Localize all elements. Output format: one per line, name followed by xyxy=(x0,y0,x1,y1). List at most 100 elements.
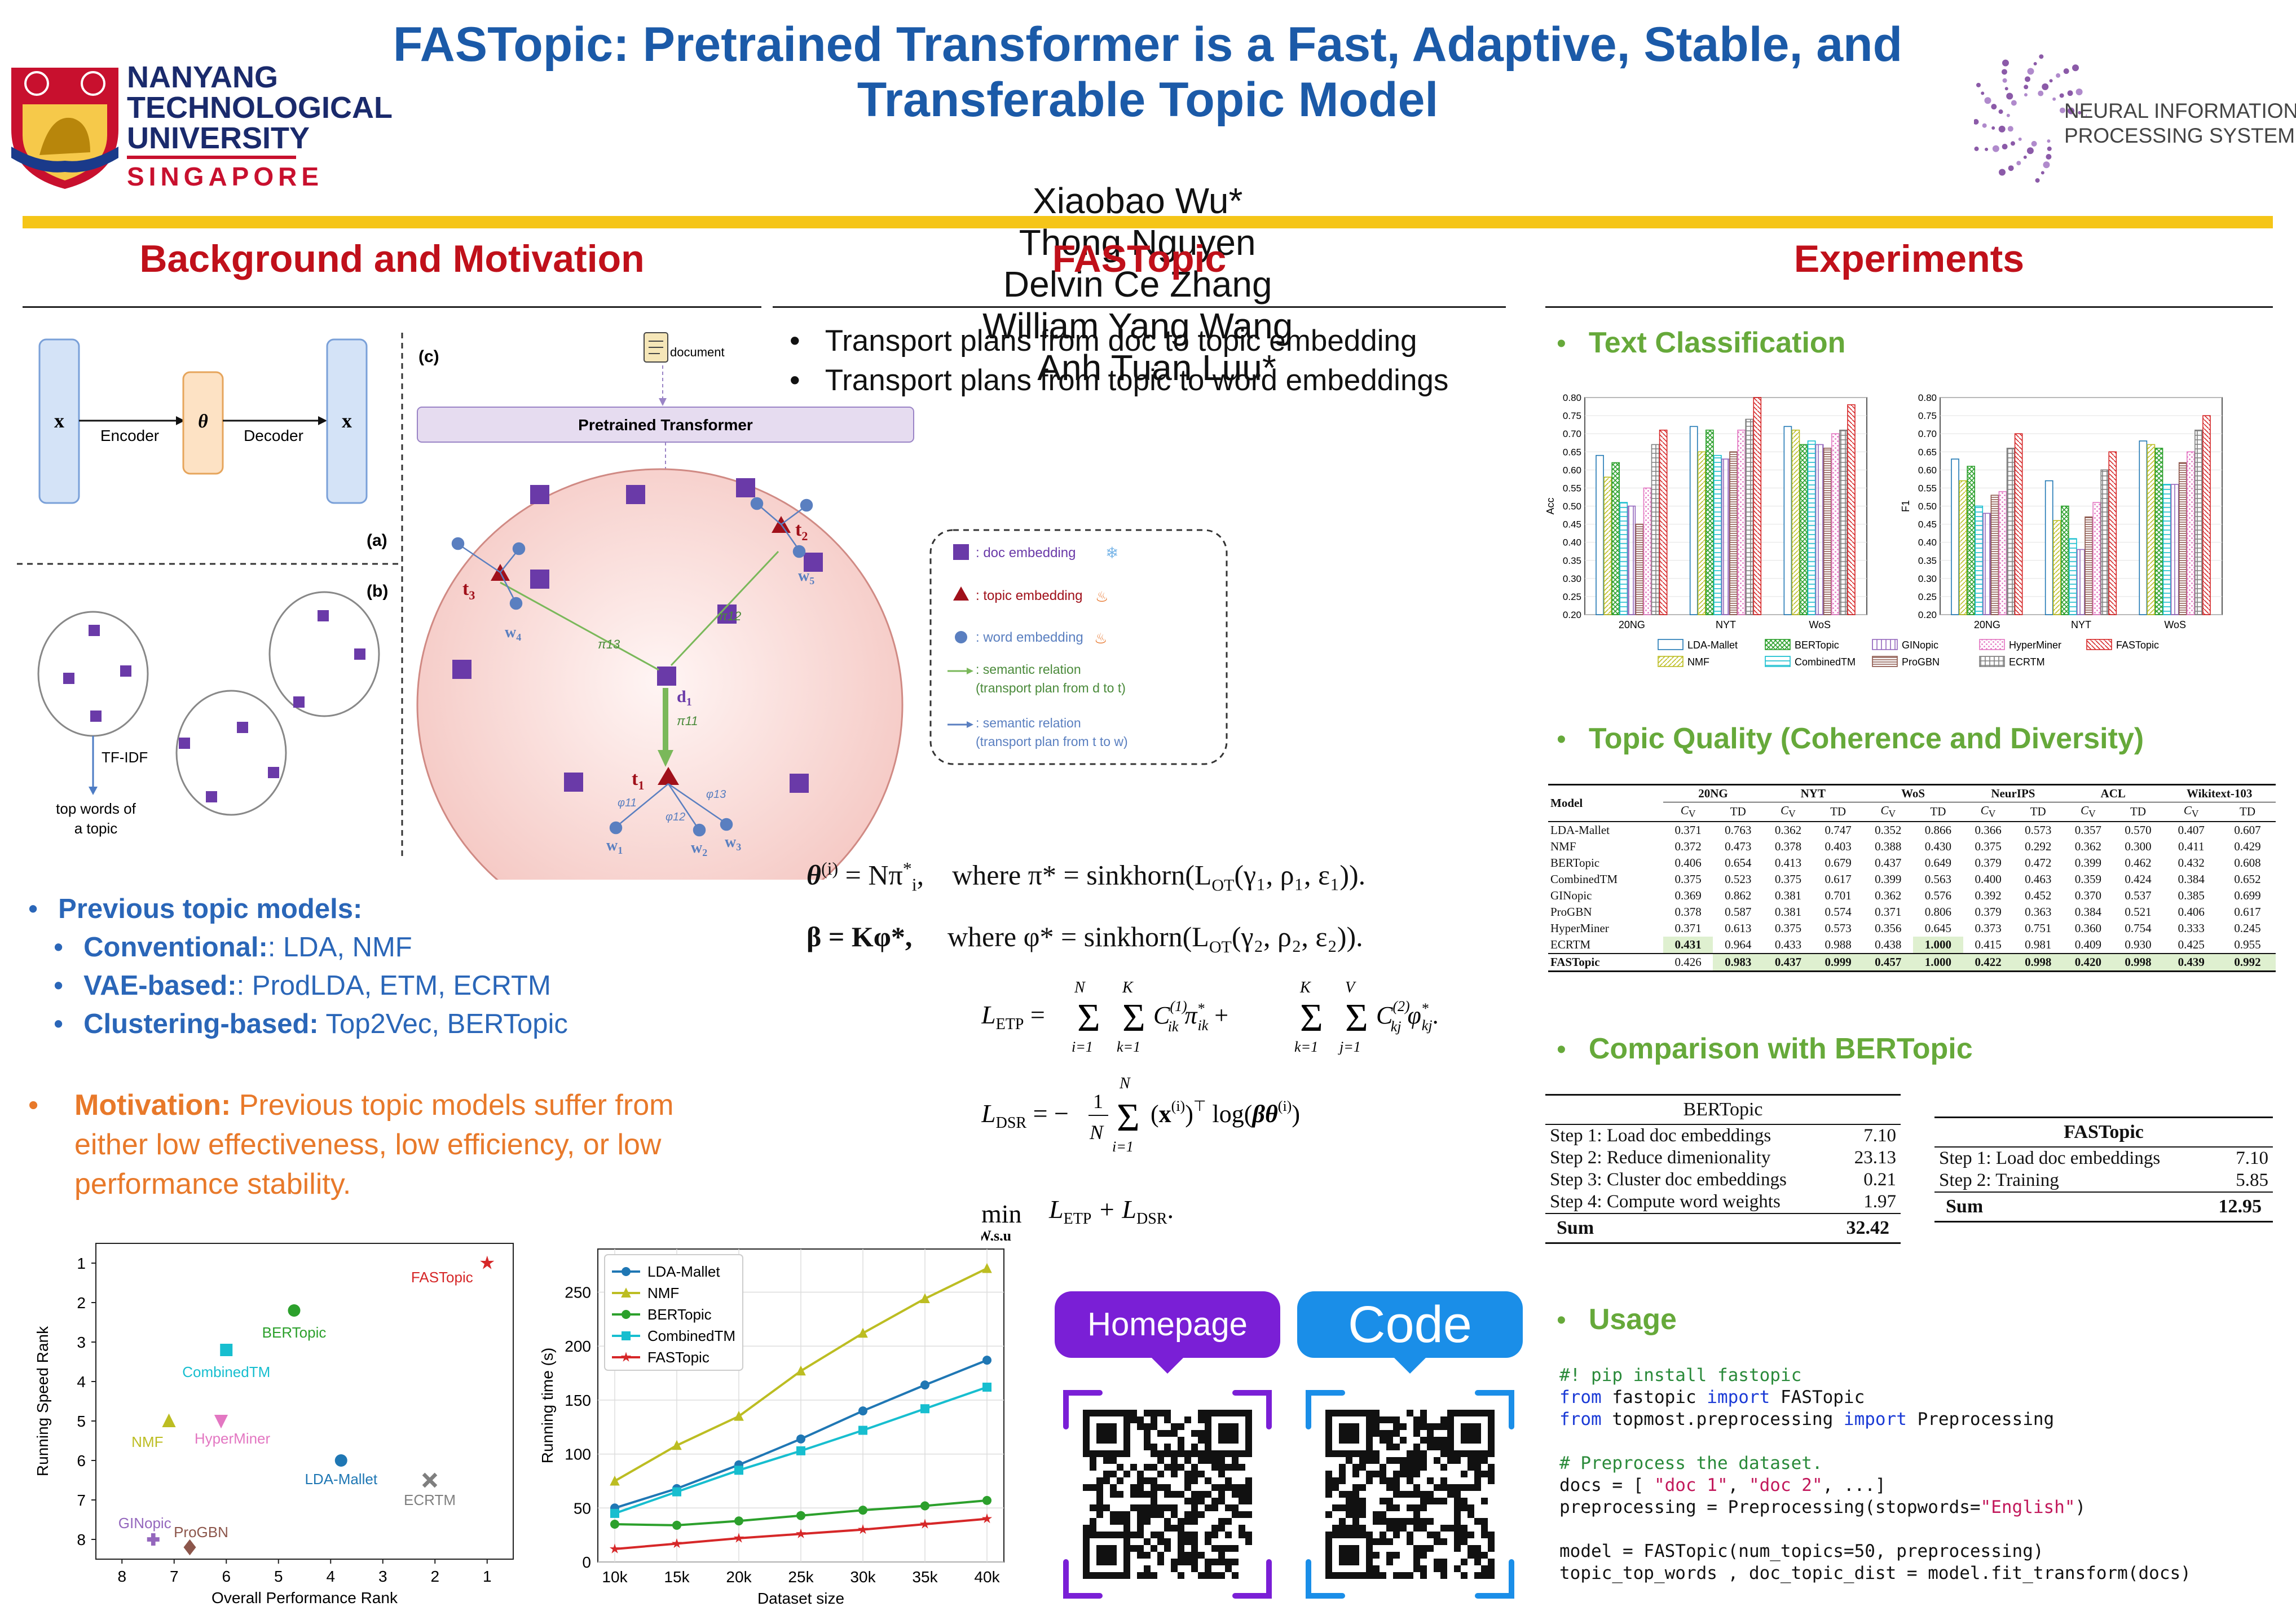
qr-module xyxy=(1434,1559,1440,1565)
point-label: ECRTM xyxy=(404,1491,456,1508)
qr-module xyxy=(1184,1552,1191,1559)
qr-module xyxy=(1386,1416,1393,1423)
qr-module xyxy=(1373,1410,1380,1416)
qr-module xyxy=(1232,1559,1239,1565)
homepage-qr-code[interactable] xyxy=(1055,1382,1280,1607)
qr-module xyxy=(1205,1538,1211,1545)
table-row: BERTopic 0.406 0.654 0.413 0.679 0.437 0.649 0.… xyxy=(1548,855,2276,871)
previous-models-list: • Previous topic models: • Conventional:: … xyxy=(28,894,568,1039)
table-row: Step 4: Compute word weights 1.97 xyxy=(1545,1191,1901,1213)
qr-module xyxy=(1096,1484,1103,1491)
bullet-item: • Transport plans from topic to word emb… xyxy=(790,364,1449,397)
table-cell: 0.362 xyxy=(1774,823,1802,837)
code-button[interactable]: Code xyxy=(1297,1291,1523,1358)
table-cell: 0.654 xyxy=(1725,856,1752,870)
logo-dot xyxy=(2002,59,2009,67)
legend-label: BERTopic xyxy=(1795,639,1839,651)
code-qr-code[interactable] xyxy=(1297,1382,1523,1607)
step-label: Step 1: Load doc embeddings xyxy=(1939,1148,2161,1168)
qr-module xyxy=(1218,1471,1225,1477)
y-tick-label: 0.35 xyxy=(1563,555,1581,566)
x-tick-label: 30k xyxy=(850,1568,876,1586)
code-token: import xyxy=(1707,1387,1770,1407)
homepage-button[interactable]: Homepage xyxy=(1055,1291,1280,1358)
table-cell: 0.388 xyxy=(1875,840,1902,854)
homepage-qr-block[interactable]: Homepage xyxy=(1055,1291,1280,1607)
table-row: ECRTM 0.431 0.964 0.433 0.988 0.438 1.000 0.415… xyxy=(1548,937,2276,954)
y-tick-label: 0.70 xyxy=(1918,429,1937,439)
table-cell: 0.371 xyxy=(1674,823,1702,837)
table-subheader: CV xyxy=(1980,804,1996,820)
table-row: FASTopic 0.426 0.983 0.437 0.999 0.457 1.000 0.… xyxy=(1548,954,2276,972)
table-cell: 0.431 xyxy=(1663,937,1713,954)
y-tick-label: 3 xyxy=(77,1334,86,1351)
document-icon xyxy=(644,332,668,363)
qr-module xyxy=(1171,1511,1178,1518)
text-classification-heading: • Text Classification xyxy=(1557,326,1846,359)
qr-module xyxy=(1440,1464,1447,1471)
poster-title: FASTopic: Pretrained Transformer is a Fa… xyxy=(393,17,1903,127)
qr-module xyxy=(1198,1457,1205,1464)
qr-module xyxy=(1393,1532,1400,1538)
qr-module xyxy=(1474,1518,1481,1525)
qr-module xyxy=(1380,1572,1386,1579)
qr-module xyxy=(1440,1437,1447,1444)
qr-module xyxy=(1090,1525,1096,1532)
code-token: "doc 2" xyxy=(1748,1475,1823,1495)
qr-module xyxy=(1144,1491,1151,1498)
qr-module xyxy=(1440,1484,1447,1491)
qr-module xyxy=(1467,1457,1474,1464)
bar xyxy=(2170,484,2179,615)
qr-module xyxy=(1239,1498,1245,1504)
svg-text:N: N xyxy=(1119,1075,1131,1092)
table-cell: 0.415 xyxy=(1975,938,2002,952)
qr-module xyxy=(1144,1423,1151,1430)
table-row: HyperMiner 0.371 0.613 0.375 0.573 0.356 0.645… xyxy=(1548,920,2276,937)
qr-module xyxy=(1413,1545,1420,1552)
qr-module xyxy=(1184,1518,1191,1525)
code-token: Preprocessing xyxy=(1906,1409,2055,1429)
x-axis-label: Dataset size xyxy=(757,1590,844,1607)
svg-text:C(2)kj φ*kj.: C(2) kj φ* kj. xyxy=(1376,998,1439,1035)
y-tick-label: 0.65 xyxy=(1918,447,1937,457)
x-tick-label: 25k xyxy=(788,1568,814,1586)
qr-module xyxy=(1481,1457,1488,1464)
svg-text:i=1: i=1 xyxy=(1112,1138,1134,1155)
legend-swatch xyxy=(1979,656,2005,667)
section-rule xyxy=(23,306,761,308)
data-point xyxy=(734,1411,744,1421)
table-cell: 0.359 xyxy=(2074,872,2102,886)
qr-module xyxy=(1447,1491,1454,1498)
bar xyxy=(2100,469,2109,615)
equations: θ(i) = Nπ*i, where π* = sinkhorn(LOT(γ₁,… xyxy=(807,843,1540,973)
qr-module xyxy=(1178,1538,1184,1545)
code-token: from xyxy=(1559,1409,1602,1429)
qr-module xyxy=(1123,1511,1130,1518)
qr-module xyxy=(1137,1477,1144,1484)
code-token: , xyxy=(1727,1475,1749,1495)
logo-dot xyxy=(1992,145,1999,152)
point-label: CombinedTM xyxy=(182,1363,270,1380)
table-cell: 0.366 xyxy=(1975,823,2002,837)
qr-module xyxy=(1393,1477,1400,1484)
qr-module xyxy=(1151,1464,1157,1471)
qr-module xyxy=(1117,1518,1123,1525)
table-row: Step 1: Load doc embeddings 7.10 xyxy=(1545,1125,1901,1147)
table-cell: 0.407 xyxy=(2178,823,2205,837)
qr-module xyxy=(1211,1545,1218,1552)
qr-module xyxy=(1407,1457,1413,1464)
qr-module xyxy=(1434,1498,1440,1504)
bar xyxy=(2061,505,2069,615)
table-cell: 0.437 xyxy=(1763,954,1813,972)
qr-module xyxy=(1137,1491,1144,1498)
code-qr-block[interactable]: Code xyxy=(1297,1291,1523,1607)
qr-module xyxy=(1171,1457,1178,1464)
qr-module xyxy=(1157,1430,1164,1437)
input-x-label: x xyxy=(54,409,64,432)
logo-dot xyxy=(2059,93,2064,98)
panel-c-tag: (c) xyxy=(418,347,439,366)
logo-dot xyxy=(2047,146,2052,151)
panel-b: (b) TF-IDF top words of a topic xyxy=(37,582,388,837)
qr-module xyxy=(1178,1444,1184,1450)
qr-module xyxy=(1218,1484,1225,1491)
